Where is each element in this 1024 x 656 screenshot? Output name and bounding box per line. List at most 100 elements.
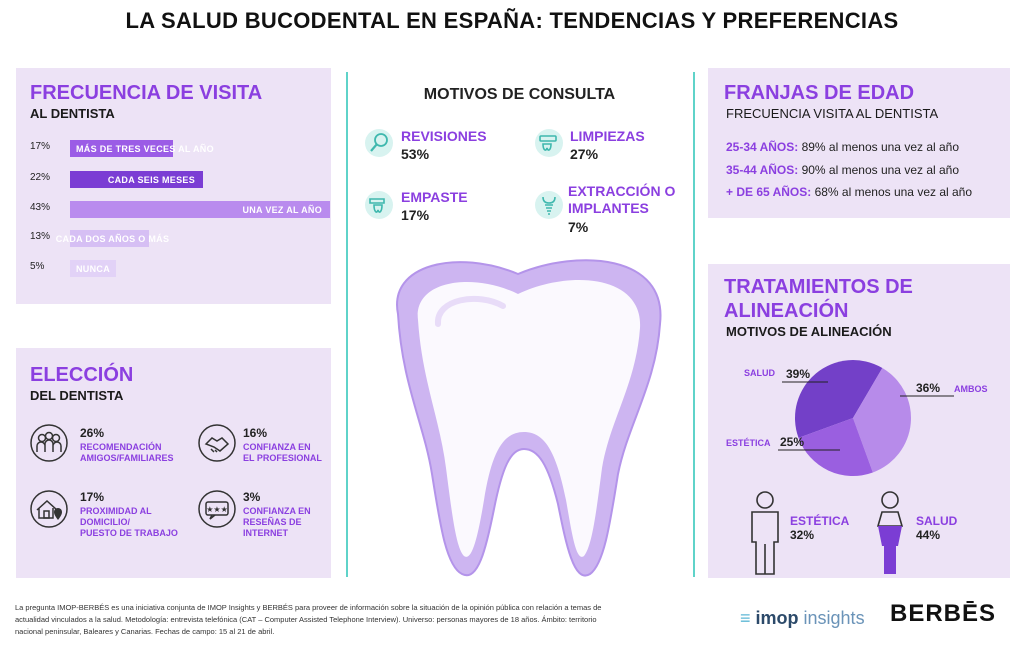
freq-bar-label: CADA SEIS MESES	[107, 174, 195, 185]
eleccion-label-2-line2: EL PROFESIONAL	[243, 453, 322, 463]
franja-text-2: 90% al menos una vez al año	[798, 163, 960, 177]
freq-row: 43% UNA VEZ AL AÑO	[30, 201, 330, 218]
franja-age-3: + DE 65 AÑOS:	[726, 185, 812, 199]
freq-value-label: 22%	[30, 172, 51, 183]
eleccion-label-1-line1: RECOMENDACIÓN	[80, 442, 162, 452]
eleccion-label-1: RECOMENDACIÓN AMIGOS/FAMILIARES	[80, 442, 174, 464]
franjas-panel	[708, 68, 1010, 218]
freq-bar: UNA VEZ AL AÑO	[70, 201, 330, 218]
pie-value-label: 39%	[786, 367, 810, 381]
eleccion-label-4-line2: RESEÑAS DE	[243, 517, 302, 527]
svg-text:★★★: ★★★	[206, 505, 228, 514]
motivo-label-empaste: EMPASTE	[401, 189, 468, 205]
franja-age-1: 25-34 AÑOS:	[726, 140, 799, 154]
motivos-heading: MOTIVOS DE CONSULTA	[423, 86, 616, 103]
frecuencia-subheading: AL DENTISTA	[30, 106, 115, 121]
motivo-label-limpiezas: LIMPIEZAS	[570, 128, 645, 144]
tooth-illustration	[396, 259, 662, 577]
motivo-pct-limpiezas: 27%	[570, 146, 599, 162]
people-icon	[30, 424, 68, 462]
franja-row-2: 35-44 AÑOS: 90% al menos una vez al año	[726, 163, 959, 177]
freq-bar-label: NUNCA	[76, 263, 110, 274]
tratamientos-heading-1: TRATAMIENTOS DE	[724, 276, 913, 298]
eleccion-label-4-line3: INTERNET	[243, 528, 288, 538]
woman-icon	[876, 491, 904, 574]
divider-right	[693, 72, 695, 577]
eleccion-label-4-line1: CONFIANZA EN	[243, 506, 311, 516]
people-pct-estetica: 32%	[790, 528, 815, 542]
house-location-icon	[30, 490, 68, 528]
eleccion-pct-1: 26%	[80, 426, 105, 440]
eleccion-label-4: CONFIANZA EN RESEÑAS DE INTERNET	[243, 506, 311, 539]
imop-logo-sub: insights	[803, 608, 865, 628]
pie-value-label: 25%	[780, 435, 804, 449]
franja-row-3: + DE 65 AÑOS: 68% al menos una vez al añ…	[726, 185, 972, 199]
franja-text-1: 89% al menos una vez al año	[798, 140, 960, 154]
freq-value-label: 5%	[30, 261, 45, 272]
eleccion-label-2: CONFIANZA EN EL PROFESIONAL	[243, 442, 322, 464]
magnifier-tooth-icon	[365, 129, 393, 157]
franjas-subheading: FRECUENCIA VISITA AL DENTISTA	[726, 106, 939, 121]
handshake-icon	[198, 424, 236, 462]
freq-bar-label: CADA DOS AÑOS O MÁS	[55, 233, 170, 244]
freq-row: 22% CADA SEIS MESES	[30, 171, 330, 188]
alineacion-pie-chart: SALUD 39% AMBOS 36% ESTÉTICA 25%	[726, 360, 988, 476]
footer-line-2: actualidad vinculados a la salud. Metodo…	[15, 615, 597, 624]
divider-left	[346, 72, 348, 577]
franja-text-3: 68% al menos una vez al año	[811, 185, 973, 199]
tratamientos-subheading: MOTIVOS DE ALINEACIÓN	[726, 324, 892, 339]
motivo-label-extraccion-line1: EXTRACCIÓN O	[568, 183, 676, 199]
eleccion-label-3: PROXIMIDAD AL DOMICILIO/ PUESTO DE TRABA…	[80, 506, 178, 539]
eleccion-pct-4: 3%	[243, 490, 261, 504]
motivo-label-extraccion-line2: IMPLANTES	[568, 200, 649, 216]
motivo-pct-empaste: 17%	[401, 207, 430, 223]
imop-logo-main: imop	[755, 608, 799, 628]
freq-bar-label: UNA VEZ AL AÑO	[242, 204, 322, 215]
eleccion-label-2-line1: CONFIANZA EN	[243, 442, 311, 452]
footer-note: La pregunta IMOP-BERBÉS es una iniciativ…	[15, 602, 715, 638]
motivo-label-revisiones: REVISIONES	[401, 128, 487, 144]
pie-category-label: AMBOS	[954, 384, 988, 394]
footer-line-3: nacional peninsular, Baleares y Canarias…	[15, 627, 275, 636]
pie-slice-estética	[798, 418, 873, 476]
eleccion-pct-3: 17%	[80, 490, 105, 504]
eleccion-label-1-line2: AMIGOS/FAMILIARES	[80, 453, 174, 463]
freq-bar: CADA DOS AÑOS O MÁS	[56, 230, 169, 247]
freq-row: 13% CADA DOS AÑOS O MÁS	[30, 230, 330, 247]
people-label-estetica: ESTÉTICA	[790, 514, 850, 528]
eleccion-label-3-line3: PUESTO DE TRABAJO	[80, 528, 178, 538]
freq-row: 17% MÁS DE TRES VECES AL AÑO	[30, 140, 330, 157]
pie-category-label: SALUD	[744, 368, 775, 378]
pie-value-label: 36%	[916, 381, 940, 395]
eleccion-pct-2: 16%	[243, 426, 268, 440]
eleccion-heading: ELECCIÓN	[30, 364, 134, 386]
toothbrush-icon	[535, 129, 563, 157]
berbes-logo: BERBĒS	[890, 600, 997, 627]
franjas-heading: FRANJAS DE EDAD	[724, 82, 915, 104]
motivo-pct-revisiones: 53%	[401, 146, 430, 162]
eleccion-label-3-line2: DOMICILIO/	[80, 517, 130, 527]
frecuencia-heading: FRECUENCIA DE VISITA	[30, 82, 263, 104]
freq-bar: CADA SEIS MESES	[70, 171, 203, 188]
franja-row-1: 25-34 AÑOS: 89% al menos una vez al año	[726, 140, 959, 154]
freq-bar-label: MÁS DE TRES VECES AL AÑO	[76, 143, 214, 154]
pie-slice-salud	[795, 360, 883, 438]
pie-category-label: ESTÉTICA	[726, 438, 771, 448]
freq-bar: NUNCA	[70, 260, 116, 277]
motivo-label-extraccion: EXTRACCIÓN O IMPLANTES	[568, 183, 675, 217]
freq-value-label: 17%	[30, 141, 51, 152]
franja-age-2: 35-44 AÑOS:	[726, 163, 799, 177]
motivo-pct-extraccion: 7%	[568, 219, 589, 235]
pie-slice-ambos	[853, 367, 911, 473]
freq-value-label: 13%	[30, 231, 51, 242]
people-label-salud: SALUD	[916, 514, 958, 528]
freq-value-label: 43%	[30, 202, 51, 213]
drill-icon	[365, 191, 393, 219]
tratamientos-heading-2: ALINEACIÓN	[724, 300, 849, 322]
eleccion-subheading: DEL DENTISTA	[30, 388, 124, 403]
imop-logo: ≡ imop insights	[740, 608, 865, 628]
freq-bar: MÁS DE TRES VECES AL AÑO	[70, 140, 214, 157]
page-title: LA SALUD BUCODENTAL EN ESPAÑA: TENDENCIA…	[125, 8, 899, 33]
review-stars-icon: ★★★	[198, 490, 236, 528]
implant-icon	[535, 191, 563, 219]
